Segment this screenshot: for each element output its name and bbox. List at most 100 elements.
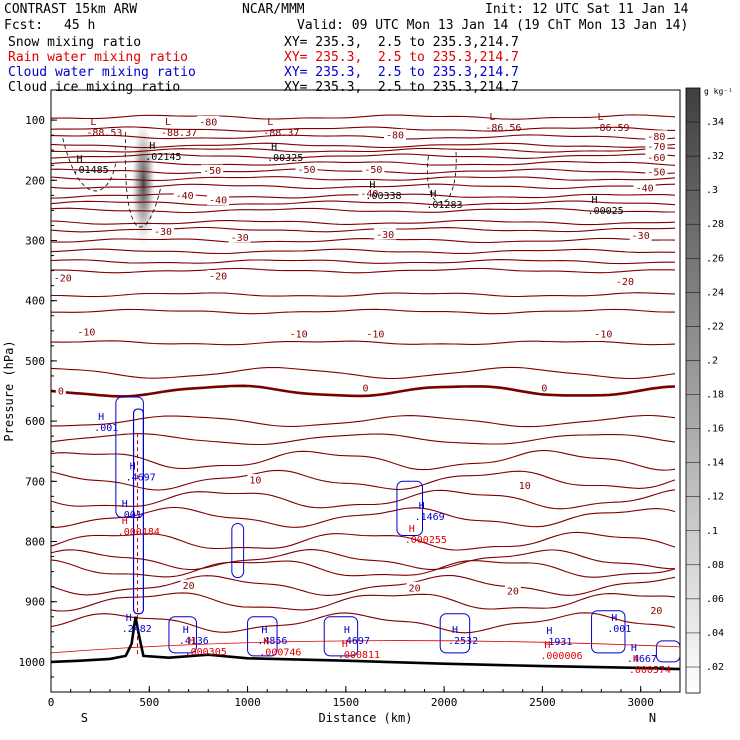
contour-label-bg <box>648 604 665 616</box>
temperature-contour <box>50 489 676 510</box>
contour-label: 0 <box>541 383 547 394</box>
cloud-water-maximum-value: .4667 <box>627 654 657 665</box>
colorbar-tick-label: .08 <box>706 560 724 571</box>
colorbar-tick-label: .12 <box>706 492 724 503</box>
cloud-water-maximum-value: .2532 <box>448 636 478 647</box>
contour-label: -10 <box>366 329 384 340</box>
cloud-water-contour <box>655 640 681 663</box>
temperature-minimum-letter: L <box>90 117 96 128</box>
colorbar-tick-label: .22 <box>706 321 724 332</box>
temperature-contour <box>50 200 676 206</box>
cloud-water-contour <box>323 616 359 657</box>
field-label-cloud-water: Cloud water mixing ratio <box>8 65 196 80</box>
x-tick-label: 2500 <box>529 696 556 709</box>
temperature-contour <box>50 237 676 244</box>
contour-label-bg <box>287 327 310 339</box>
contour-label: 20 <box>650 606 662 617</box>
contour-label: 10 <box>519 481 531 492</box>
contour-label-bg <box>374 228 397 240</box>
x-axis-label: Distance (km) <box>319 711 413 725</box>
x-tick-label: 500 <box>139 696 159 709</box>
temperature-contour <box>51 292 676 298</box>
colorbar-tick-label: .04 <box>706 628 724 639</box>
contour-label: -60 <box>647 153 665 164</box>
ice-maximum-letter: H <box>77 154 83 165</box>
contour-label: -80 <box>647 132 665 143</box>
contour-label-bg <box>360 381 371 393</box>
contour-label-bg <box>75 326 98 338</box>
cloud-water-maximum-value: .4136 <box>179 636 209 647</box>
contour-label: -10 <box>290 329 308 340</box>
x-tick-label: 1500 <box>333 696 360 709</box>
y-tick-label: 200 <box>25 174 45 187</box>
contour-label: -20 <box>54 273 72 284</box>
colorbar-tick-label: .28 <box>706 219 724 230</box>
contour-label-bg <box>645 140 668 152</box>
temperature-minimum-value: -86.56 <box>485 123 521 134</box>
temperature-contour <box>50 153 676 159</box>
cloud-water-maximum-value: .4856 <box>257 636 287 647</box>
contour-label: 20 <box>183 581 195 592</box>
init-time: Init: 12 UTC Sat 11 Jan 14 <box>485 2 689 17</box>
temperature-minimum-value: -88.37 <box>161 128 197 139</box>
cloud-water-contour <box>132 408 144 615</box>
rain-maximum-letter: H <box>189 636 195 647</box>
cloud-water-maximum-letter: H <box>631 643 637 654</box>
contour-label: -20 <box>209 272 227 283</box>
forecast-hours: 45 h <box>64 18 96 33</box>
colorbar-tick-label: .2 <box>706 355 718 366</box>
cloud-water-maximum-letter: H <box>344 625 350 636</box>
cloud-water-maximum-letter: H <box>122 499 128 510</box>
contour-label-bg <box>613 275 636 287</box>
contour-label: -40 <box>176 191 194 202</box>
temperature-contour <box>50 259 675 265</box>
cloud-water-contour <box>591 610 626 654</box>
center-label: NCAR/MMM <box>242 2 305 17</box>
model-title: CONTRAST 15km ARW <box>4 2 138 17</box>
rain-maximum-letter: H <box>342 639 348 650</box>
rain-maximum-value: .000184 <box>118 527 160 538</box>
rain-maximum-value: .000746 <box>259 647 301 658</box>
temperature-contour <box>50 433 676 446</box>
contour-label-bg <box>358 187 381 199</box>
x-tick-label: 0 <box>48 696 55 709</box>
temperature-minimum-value: -86.59 <box>593 123 629 134</box>
y-tick-label: 600 <box>25 415 45 428</box>
rain-maximum-letter: H <box>263 636 269 647</box>
contour-label-bg <box>364 327 387 339</box>
contour-label-bg <box>516 479 533 491</box>
contour-label-bg <box>180 579 197 591</box>
cloud-water-maximum-letter: H <box>452 625 458 636</box>
contour-label: 20 <box>507 586 519 597</box>
colorbar-tick-label: .1 <box>706 526 718 537</box>
contour-label: 10 <box>249 476 261 487</box>
ice-maximum-letter: H <box>592 195 598 206</box>
cloud-water-maximum-value: .1931 <box>542 637 572 648</box>
temperature-contour <box>50 161 676 166</box>
temperature-contour <box>50 114 676 120</box>
temperature-contour <box>51 340 676 346</box>
contour-label-bg <box>406 581 423 593</box>
contour-label: 0 <box>362 383 368 394</box>
colorbar-tick-label: .18 <box>706 390 724 401</box>
temperature-contour <box>50 248 676 255</box>
ice-maximum-value: .02145 <box>145 152 181 163</box>
contour-label-bg <box>228 231 251 243</box>
ice-maximum-value: .00025 <box>588 206 624 217</box>
field-xy-rain: XY= 235.3, 2.5 to 235.3,214.7 <box>284 50 519 65</box>
temperature-minimum-letter: L <box>165 117 171 128</box>
temperature-contour <box>50 147 676 153</box>
contour-label: -40 <box>209 196 227 207</box>
temperature-minimum-letter: L <box>597 112 603 123</box>
colorbar-tick-label: .14 <box>706 458 724 469</box>
contour-label-bg <box>201 164 224 176</box>
contour-label: -50 <box>364 165 382 176</box>
temperature-contour <box>50 574 676 596</box>
cloud-water-maximum-value: .2482 <box>122 624 152 635</box>
y-tick-label: 400 <box>25 295 45 308</box>
rain-maximum-letter: H <box>409 524 415 535</box>
contour-label: -30 <box>154 227 172 238</box>
ice-maximum-letter: H <box>430 189 436 200</box>
ice-contour-dashed <box>62 138 117 192</box>
